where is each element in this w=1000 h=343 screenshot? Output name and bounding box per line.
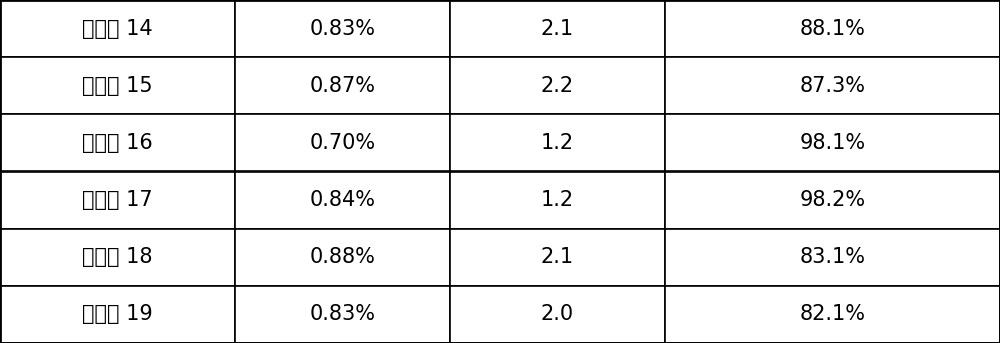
Bar (665, 0, 1000, 57)
Bar (665, 229, 1000, 286)
Text: 83.1%: 83.1% (799, 247, 865, 267)
Text: 87.3%: 87.3% (799, 76, 865, 96)
Text: 0.88%: 0.88% (310, 247, 375, 267)
Bar (235, 57, 450, 114)
Bar (665, 286, 1000, 343)
Text: 2.2: 2.2 (541, 76, 574, 96)
Text: 0.83%: 0.83% (309, 305, 375, 324)
Bar (665, 114, 1000, 172)
Text: 2.1: 2.1 (541, 19, 574, 38)
Bar (235, 172, 450, 229)
Text: 2.1: 2.1 (541, 247, 574, 267)
Bar (450, 172, 665, 229)
Bar (235, 229, 450, 286)
Bar (665, 57, 1000, 114)
Text: 0.84%: 0.84% (309, 190, 375, 210)
Text: 实施例 16: 实施例 16 (82, 133, 153, 153)
Text: 实施例 14: 实施例 14 (82, 19, 153, 38)
Bar (0, 229, 235, 286)
Bar (0, 172, 235, 229)
Text: 0.87%: 0.87% (309, 76, 375, 96)
Text: 0.83%: 0.83% (309, 19, 375, 38)
Text: 1.2: 1.2 (541, 190, 574, 210)
Text: 98.1%: 98.1% (799, 133, 866, 153)
Bar (450, 286, 665, 343)
Bar (235, 0, 450, 57)
Text: 2.0: 2.0 (541, 305, 574, 324)
Bar (665, 172, 1000, 229)
Text: 实施例 15: 实施例 15 (82, 76, 153, 96)
Bar (0, 0, 235, 57)
Bar (235, 286, 450, 343)
Text: 88.1%: 88.1% (800, 19, 865, 38)
Text: 1.2: 1.2 (541, 133, 574, 153)
Bar (0, 286, 235, 343)
Text: 0.70%: 0.70% (309, 133, 376, 153)
Bar (450, 114, 665, 172)
Text: 实施例 17: 实施例 17 (82, 190, 153, 210)
Text: 82.1%: 82.1% (799, 305, 865, 324)
Bar (450, 0, 665, 57)
Bar (0, 114, 235, 172)
Text: 98.2%: 98.2% (799, 190, 866, 210)
Text: 实施例 19: 实施例 19 (82, 305, 153, 324)
Text: 实施例 18: 实施例 18 (82, 247, 153, 267)
Bar (235, 114, 450, 172)
Bar (450, 57, 665, 114)
Bar (0, 57, 235, 114)
Bar (450, 229, 665, 286)
